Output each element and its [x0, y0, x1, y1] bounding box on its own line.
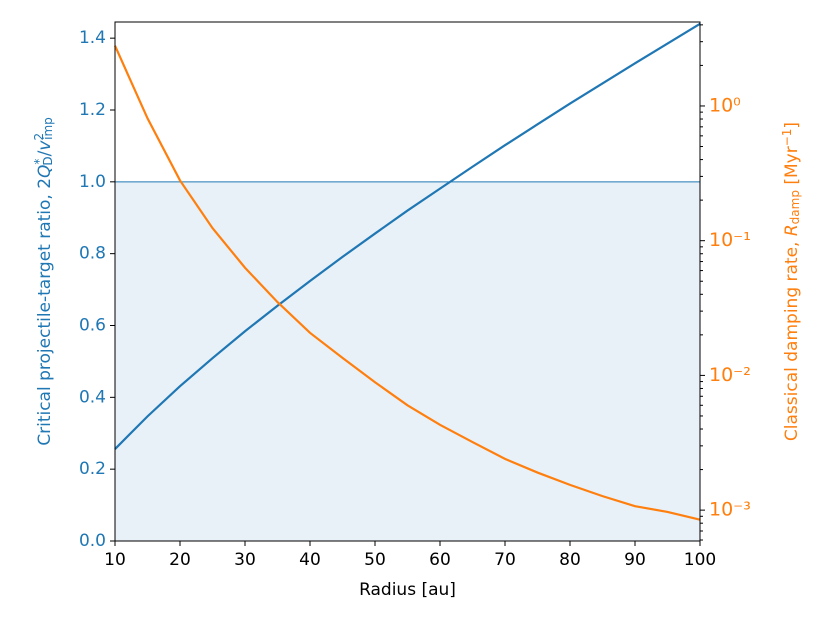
y2-axis-label-part: −1	[780, 129, 794, 147]
series-line	[114, 22, 701, 450]
y-tick-label: 0.0	[79, 531, 106, 551]
y-axis-label-part: D	[41, 156, 55, 165]
x-tick-label: 30	[234, 550, 256, 570]
y-tick-label: 1.2	[79, 100, 106, 120]
y-axis-label-part: v	[35, 140, 55, 151]
y-tick-label: 1.0	[79, 172, 106, 192]
y-tick-label: 0.4	[79, 387, 106, 407]
x-tick-label: 50	[364, 550, 386, 570]
x-tick-label: 70	[494, 550, 516, 570]
y2-tick-label: 10⁻²	[709, 364, 751, 386]
y2-axis-label-part: Classical damping rate,	[782, 236, 802, 441]
x-tick-label: 100	[684, 550, 716, 570]
y2-axis-label-part: R	[782, 224, 802, 236]
y-axis-label-part: Q	[35, 165, 55, 178]
y2-tick-label: 10⁰	[709, 94, 741, 116]
shaded-region	[115, 181, 700, 541]
y2-axis-label-part: damp	[788, 190, 802, 224]
y2-tick-label: 10⁻³	[709, 499, 751, 521]
x-tick-label: 10	[104, 550, 126, 570]
y-axis-label: Critical projectile-target ratio, 2Q*D/v…	[32, 117, 55, 446]
y-axis-label-part: *	[32, 159, 46, 165]
y-tick-label: 0.6	[79, 315, 106, 335]
x-tick-label: 60	[429, 550, 451, 570]
y-axis-label-part: Critical projectile-target ratio, 2	[35, 178, 55, 446]
series-line	[113, 45, 701, 521]
y2-axis-label: Classical damping rate, Rdamp [Myr−1]	[780, 122, 802, 441]
y-tick-label: 1.4	[79, 28, 106, 48]
x-axis-label: Radius [au]	[359, 580, 456, 600]
y-axis-label-part: imp	[41, 117, 55, 140]
y2-tick-label: 10⁻¹	[709, 229, 751, 251]
y-tick-label: 0.8	[79, 244, 106, 264]
y2-axis-label-part: ]	[782, 122, 802, 129]
y-axis-label-part: 2	[32, 133, 46, 141]
x-tick-label: 40	[299, 550, 321, 570]
x-tick-label: 20	[169, 550, 191, 570]
x-tick-label: 80	[559, 550, 581, 570]
y2-axis-label-part: [Myr	[782, 146, 802, 190]
y-tick-label: 0.2	[79, 459, 106, 479]
y-axis-label-part: /	[35, 150, 55, 156]
x-tick-label: 90	[624, 550, 646, 570]
